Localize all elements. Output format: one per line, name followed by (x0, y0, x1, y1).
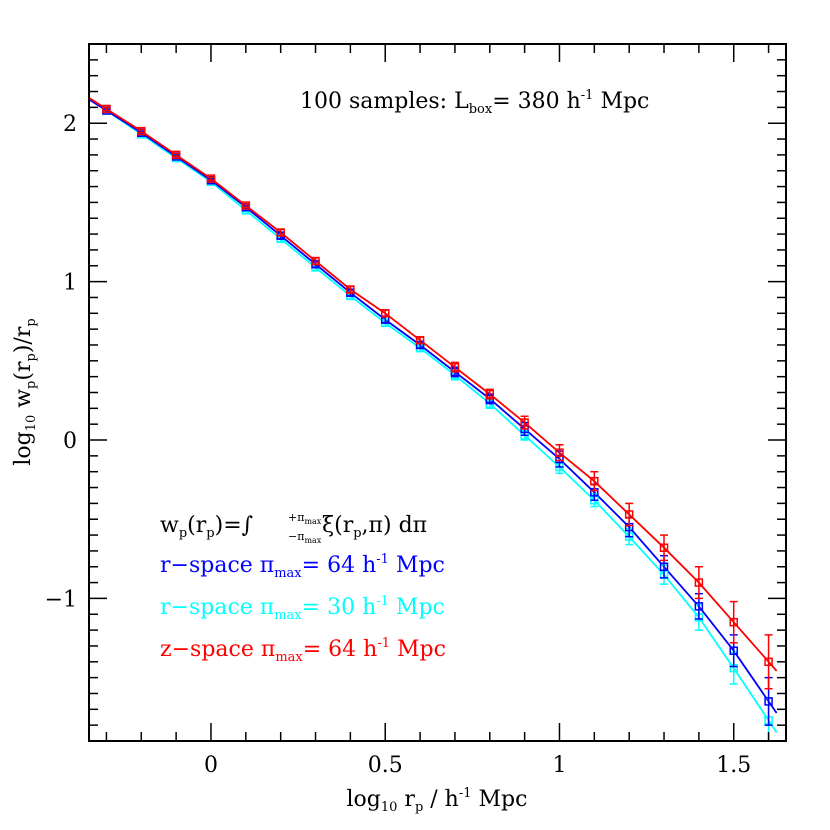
data-point (590, 476, 599, 486)
data-point (346, 285, 355, 294)
y-tick-label: 0 (63, 429, 77, 454)
series-line (89, 97, 778, 672)
wp-formula-integrand: ξ(rp,π) dπ (322, 513, 427, 541)
data-point (241, 201, 251, 210)
data-point (764, 657, 773, 667)
data-point (555, 448, 564, 457)
data-point (276, 228, 285, 237)
plot-lines (89, 97, 778, 733)
tick-labels: 0 0.5 1 1.5 −1 0 1 2 (45, 112, 752, 778)
data-point (694, 578, 704, 587)
series-line (89, 98, 778, 714)
y-tick-label: 2 (63, 112, 77, 137)
y-axis-label: log10 wp(rp)/rp (11, 318, 39, 465)
integral-upper-limit: +πmax (288, 511, 322, 526)
data-point (171, 150, 181, 160)
y-tick-label: 1 (63, 271, 77, 296)
legend-entry-rspace-30: r−space πmax= 30 h-1 Mpc (160, 594, 445, 623)
data-point (624, 510, 634, 519)
data-point (137, 126, 146, 136)
data-point (659, 562, 669, 571)
data-point (206, 174, 216, 183)
x-tick-label: 1 (552, 753, 566, 778)
sample-annotation: 100 samples: Lbox= 380 h-1 Mpc (300, 88, 649, 117)
data-point (485, 389, 495, 399)
data-point (729, 617, 738, 627)
data-point (311, 256, 320, 266)
data-point (415, 335, 425, 345)
x-tick-label: 0.5 (368, 753, 403, 778)
data-point (659, 543, 669, 552)
y-tick-label: −1 (45, 587, 77, 612)
data-point (694, 602, 704, 611)
data-point (380, 309, 390, 318)
integral-lower-limit: −πmax (288, 530, 322, 545)
data-point (764, 697, 773, 706)
axis-ticks (89, 44, 786, 741)
x-tick-label: 1.5 (716, 753, 751, 778)
series-line (89, 97, 778, 733)
data-point (729, 646, 738, 655)
x-axis-label: log10 rp / h-1 Mpc (347, 786, 528, 815)
x-tick-label: 0 (204, 753, 218, 778)
data-point (520, 418, 529, 427)
legend-entry-zspace-64: z−space πmax= 64 h-1 Mpc (160, 636, 446, 665)
legend-entry-rspace-64: r−space πmax= 64 h-1 Mpc (160, 552, 445, 581)
data-point (102, 104, 111, 114)
wp-formula: wp(rp)=∫ (160, 513, 254, 541)
plot-marks (102, 104, 773, 741)
data-point (450, 362, 460, 372)
